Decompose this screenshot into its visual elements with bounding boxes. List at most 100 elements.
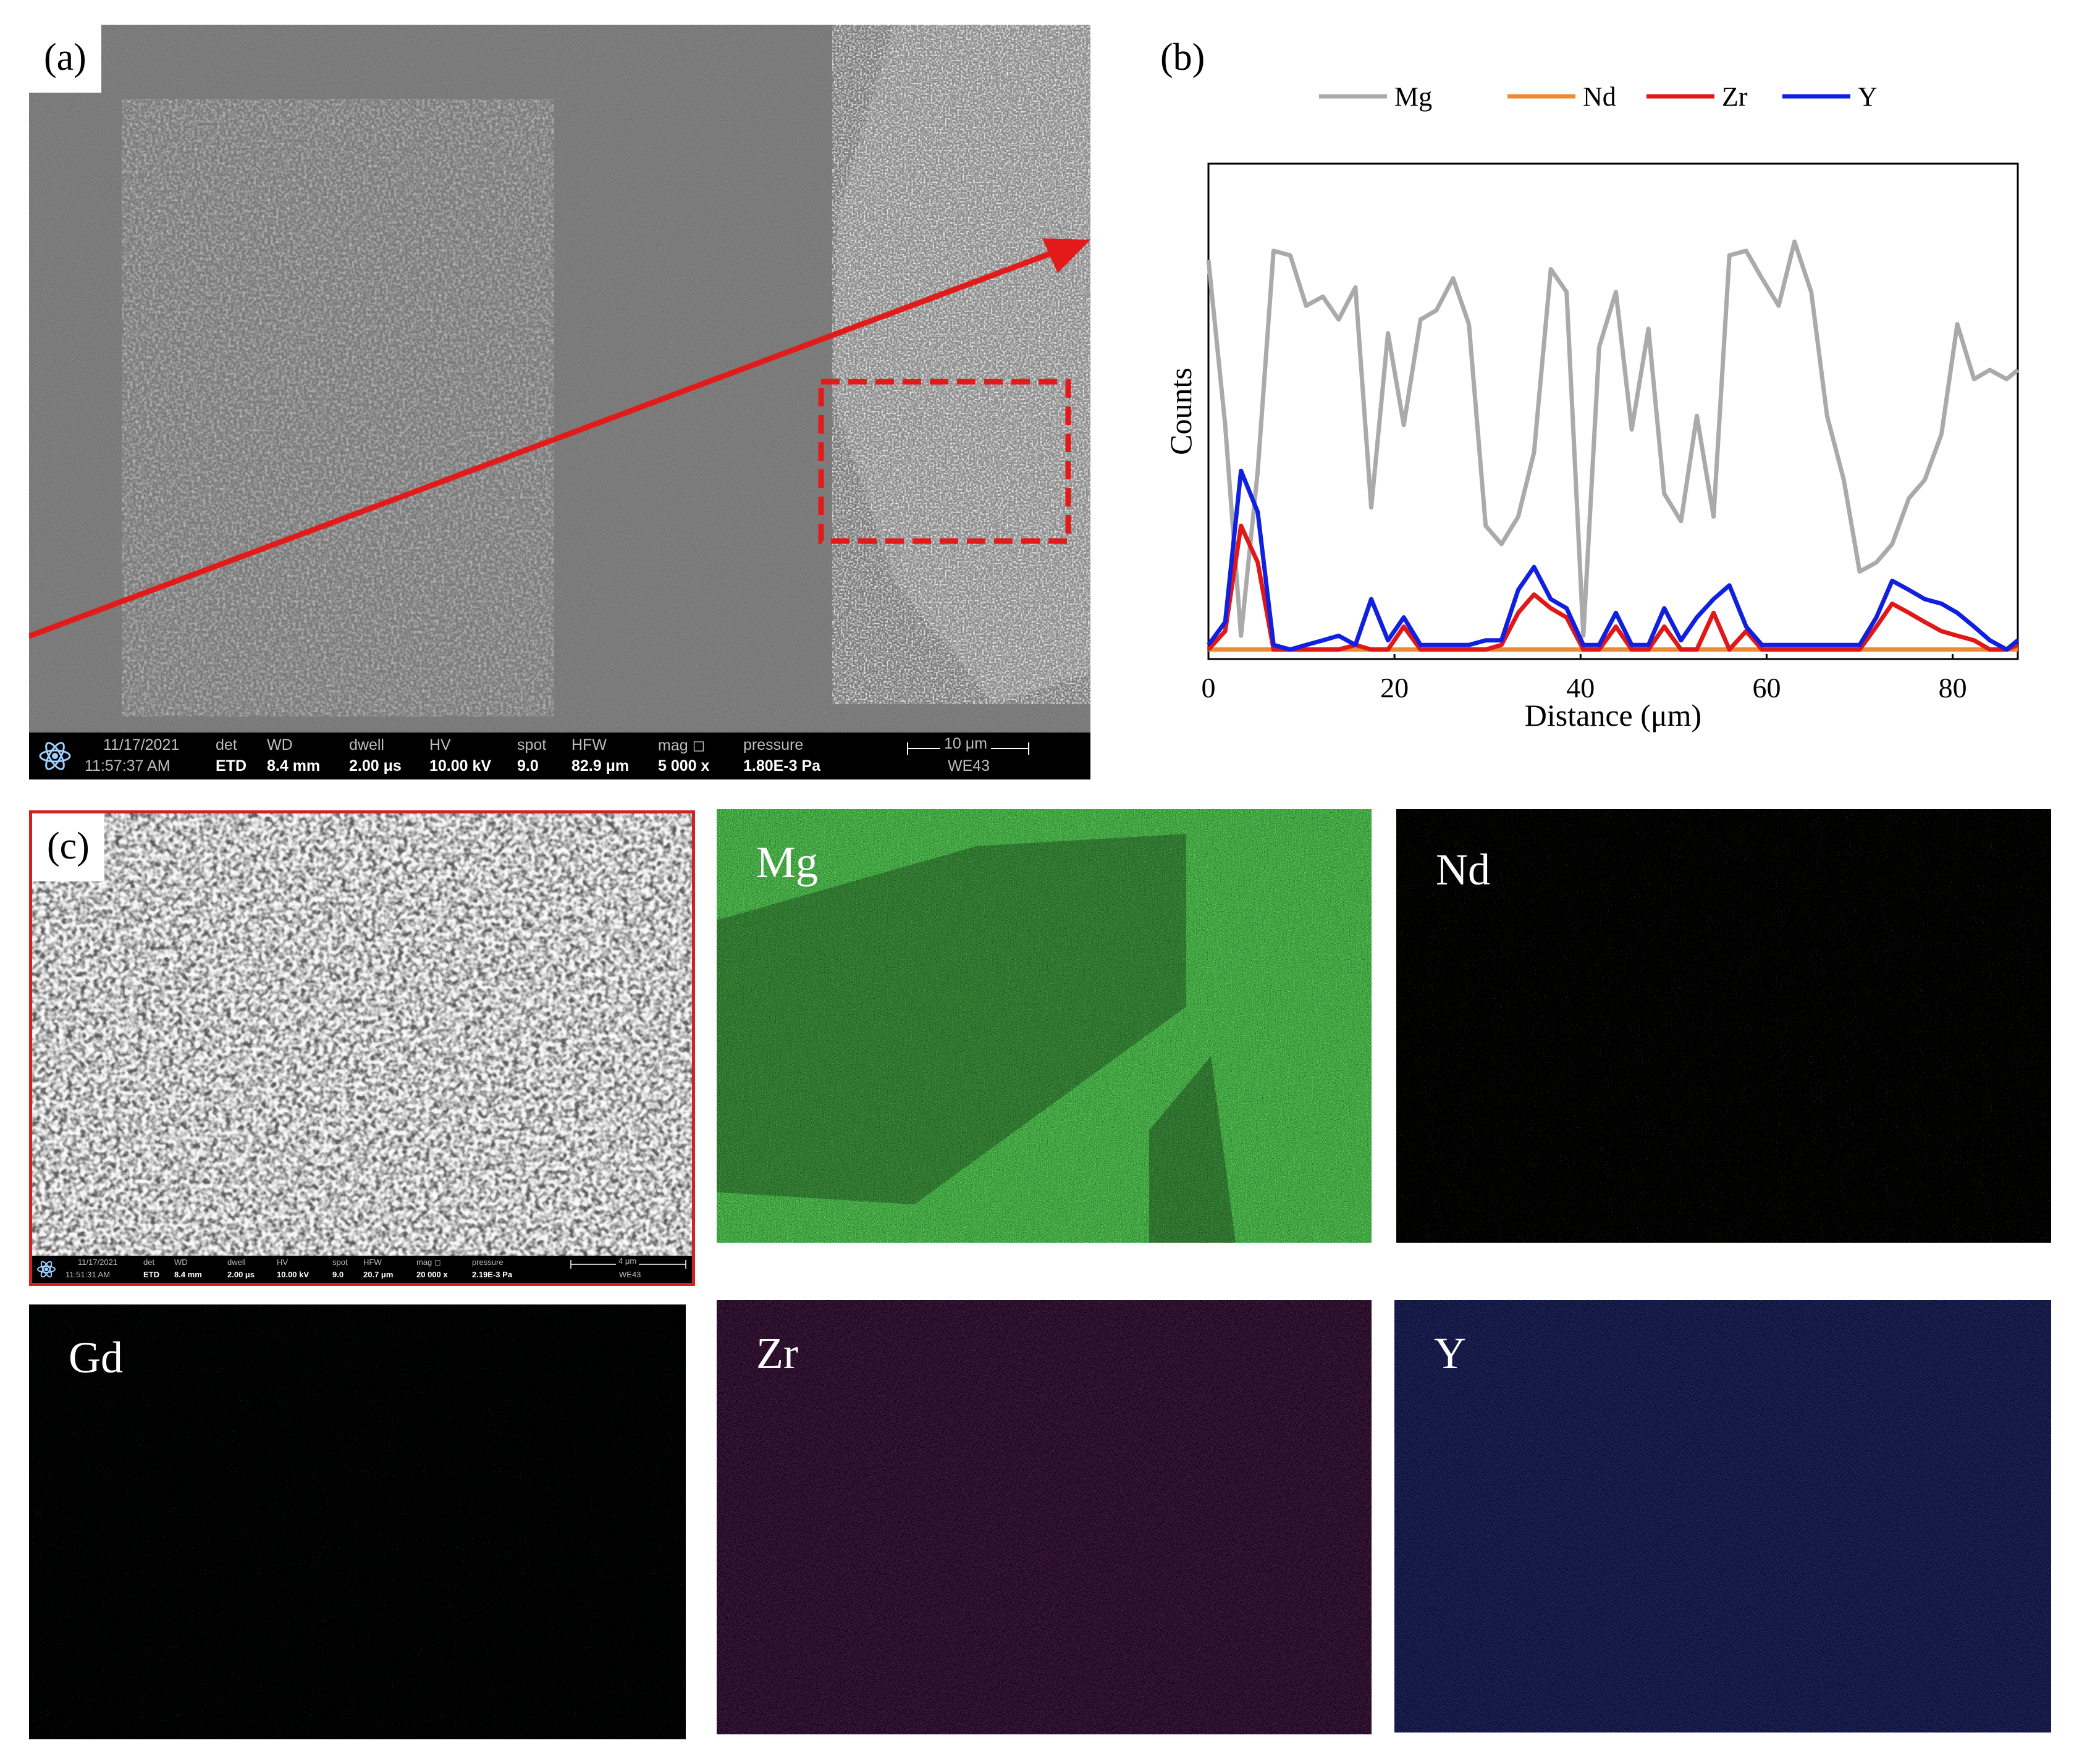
data-point-nd	[1533, 649, 1535, 650]
data-point-mg	[1989, 369, 1991, 371]
chart-svg: Mg Nd Zr Y 0 20 40 60 80 Distance (μm) Counts	[1163, 82, 2020, 733]
data-point-zr	[1761, 649, 1763, 650]
data-point-zr	[1305, 649, 1307, 650]
data-point-zr	[1566, 617, 1567, 618]
x-tick-label: 60	[1752, 672, 1781, 704]
data-point-mg	[1598, 346, 1600, 348]
data-point-zr	[1273, 649, 1274, 650]
eds-map-mg-texture	[717, 809, 1372, 1243]
sem-c-pressure-value: 2.19E-3 Pa	[472, 1270, 513, 1279]
legend-label-y: Y	[1858, 82, 1878, 112]
data-point-zr	[1729, 649, 1730, 650]
sem-c-spot-value: 9.0	[332, 1270, 344, 1279]
legend-label-nd: Nd	[1583, 82, 1616, 112]
sem-c-dwell-value: 2.00 μs	[227, 1270, 255, 1279]
sem-a-pressure-header: pressure	[743, 736, 804, 754]
data-point-nd	[1501, 649, 1502, 650]
data-point-nd	[1973, 649, 1975, 650]
eds-map-zr: Zr	[717, 1300, 1372, 1734]
data-point-mg	[1533, 452, 1535, 453]
eds-map-gd: Gd	[29, 1304, 686, 1739]
x-axis-label: Distance (μm)	[1525, 698, 1701, 733]
data-point-mg	[1729, 255, 1730, 256]
data-point-y	[1924, 598, 1925, 600]
data-point-nd	[1745, 649, 1747, 650]
eds-map-zr-texture	[717, 1300, 1372, 1734]
sem-a-hv-value: 10.00 kV	[429, 757, 492, 775]
sem-a-time: 11:57:37 AM	[85, 757, 171, 775]
data-point-nd	[1257, 649, 1258, 650]
sem-a-hfw-value: 82.9 μm	[571, 757, 630, 775]
sem-c-sample: WE43	[619, 1270, 641, 1279]
sem-c-dwell-header: dwell	[227, 1258, 246, 1267]
data-point-nd	[1713, 649, 1714, 650]
chart-legend: Mg Nd Zr Y	[1319, 82, 1878, 112]
eds-map-mg: Mg	[717, 809, 1372, 1243]
data-point-mg	[1371, 507, 1372, 508]
sem-a-scalebar-label: 10 μm	[940, 735, 991, 753]
sem-c-date: 11/17/2021	[78, 1258, 118, 1267]
data-point-y	[1533, 566, 1535, 568]
sem-a-date: 11/17/2021	[103, 736, 180, 754]
sem-a-spot-header: spot	[517, 736, 547, 754]
series-layer	[1206, 239, 2020, 652]
data-point-zr	[1420, 649, 1421, 650]
arrow-head-icon	[1042, 238, 1090, 273]
data-point-zr	[1452, 649, 1454, 650]
eds-map-y-texture	[1394, 1300, 2051, 1732]
sem-a-wd-header: WD	[267, 736, 293, 754]
sem-c-wd-value: 8.4 mm	[174, 1270, 202, 1279]
sem-a-dwell-header: dwell	[349, 736, 384, 754]
data-point-zr	[1989, 649, 1991, 650]
sem-a-hv-header: HV	[429, 736, 451, 754]
data-point-mg	[1225, 424, 1226, 426]
x-axis-ticks: 0 20 40 60 80	[1202, 654, 1967, 704]
line-scan-arrow	[29, 249, 1056, 639]
data-point-zr	[1924, 621, 1925, 623]
data-point-y	[1876, 617, 1877, 618]
eds-map-nd: Nd	[1396, 809, 2051, 1243]
sem-a-texture	[29, 25, 1090, 779]
x-tick-label: 0	[1202, 672, 1216, 704]
data-point-zr	[1257, 562, 1258, 563]
data-point-zr	[1794, 649, 1795, 650]
data-point-zr	[1485, 649, 1486, 650]
eds-map-mg-label: Mg	[756, 838, 819, 887]
data-point-zr	[1371, 649, 1372, 650]
data-point-zr	[1680, 649, 1682, 650]
data-point-y	[1745, 626, 1747, 627]
data-point-mg	[1290, 255, 1291, 256]
sem-a-det-value: ETD	[216, 757, 247, 775]
data-point-nd	[1941, 649, 1942, 650]
data-point-y	[1225, 621, 1226, 623]
data-point-y	[1257, 511, 1258, 513]
eds-map-zr-label: Zr	[756, 1329, 798, 1378]
x-tick-label: 20	[1380, 672, 1409, 704]
data-point-mg	[1420, 319, 1421, 320]
data-point-mg	[1924, 479, 1925, 481]
sem-c-info-bar: 11/17/2021 11:51:31 AM det ETD WD 8.4 mm…	[32, 1256, 692, 1283]
data-point-zr	[1338, 649, 1339, 650]
data-point-y	[1713, 598, 1714, 600]
data-point-mg	[1517, 516, 1519, 517]
selection-box	[818, 379, 1071, 544]
microscope-logo-icon	[39, 742, 71, 770]
legend-label-zr: Zr	[1722, 82, 1748, 112]
eds-map-gd-label: Gd	[69, 1333, 123, 1382]
data-point-y	[2006, 649, 2007, 650]
sem-a-pressure-value: 1.80E-3 Pa	[743, 757, 821, 775]
data-point-zr	[1876, 626, 1877, 627]
sem-a-mag-header: mag ◻	[658, 737, 706, 754]
sem-a-mag-value: 5 000 x	[658, 757, 710, 775]
data-point-nd	[1517, 649, 1519, 650]
panel-label-a: (a)	[29, 25, 101, 93]
sem-c-time: 11:51:31 AM	[65, 1270, 111, 1279]
x-tick-label: 40	[1566, 672, 1595, 704]
sem-a-info-bar: 11/17/2021 11:57:37 AM det ETD WD 8.4 mm…	[29, 733, 1090, 779]
panel-label-b: (b)	[1160, 36, 1205, 78]
legend-label-mg: Mg	[1394, 82, 1432, 112]
sem-c-hv-header: HV	[277, 1258, 289, 1267]
sem-a-det-header: det	[216, 736, 237, 754]
data-point-y	[1729, 585, 1730, 586]
data-point-mg	[1876, 562, 1877, 563]
